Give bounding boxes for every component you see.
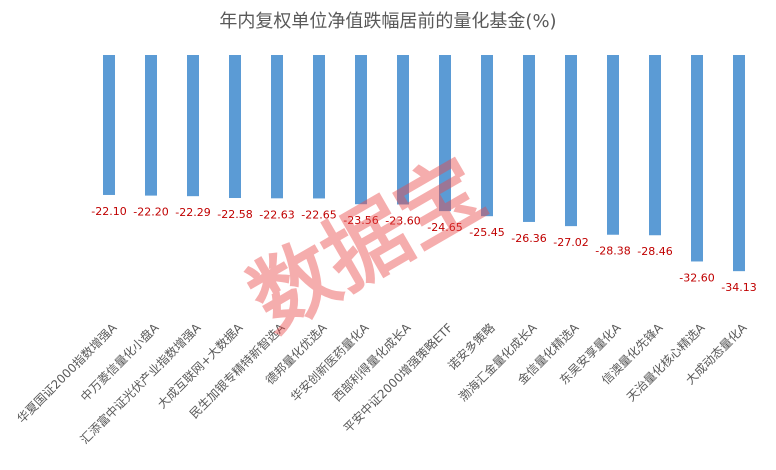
x-tick-label: 渤海汇金量化成长A	[455, 319, 540, 404]
bar	[229, 55, 241, 199]
bar	[649, 55, 661, 236]
bar	[313, 55, 325, 199]
value-label: -25.45	[469, 226, 504, 239]
value-label: -32.60	[679, 271, 714, 284]
value-label: -23.56	[343, 214, 378, 227]
bar	[607, 55, 619, 235]
chart-title: 年内复权单位净值跌幅居前的量化基金(%)	[219, 11, 556, 32]
bar	[439, 55, 451, 212]
bar	[733, 55, 745, 272]
value-label: -24.65	[427, 221, 462, 234]
value-label: -22.29	[175, 206, 210, 219]
bar	[481, 55, 493, 217]
bar	[691, 55, 703, 262]
x-tick-label: 中万菱信量化小盘A	[77, 319, 162, 404]
x-tick-label: 西部利得量化成长A	[329, 319, 414, 404]
bar	[565, 55, 577, 227]
value-label: -28.46	[637, 245, 672, 258]
bar	[271, 55, 283, 199]
bar	[187, 55, 199, 197]
value-label: -22.10	[91, 205, 126, 218]
value-label: -22.20	[133, 206, 168, 219]
bar	[145, 55, 157, 196]
bar	[523, 55, 535, 222]
value-label: -34.13	[721, 281, 756, 294]
bar	[355, 55, 367, 205]
value-label: -22.65	[301, 208, 336, 221]
value-label: -22.58	[217, 208, 252, 221]
x-tick-label: 天治量化核心精选A	[624, 320, 708, 404]
value-label: -22.63	[259, 208, 294, 221]
value-label: -26.36	[511, 232, 546, 245]
value-label: -27.02	[553, 236, 588, 249]
bar	[397, 55, 409, 205]
value-label: -28.38	[595, 245, 630, 258]
bar	[103, 55, 115, 195]
value-label: -23.60	[385, 214, 420, 227]
